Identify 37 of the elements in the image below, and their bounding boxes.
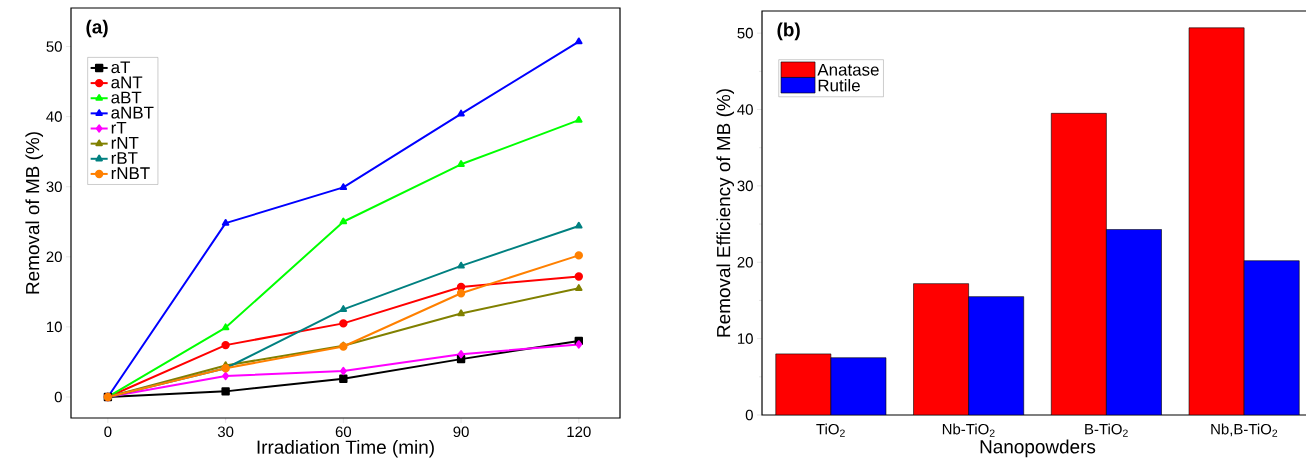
y-axis-title: Removal Efficiency of MB (%) xyxy=(716,89,735,337)
x-tick-label: 90 xyxy=(453,426,469,438)
y-tick-label: 30 xyxy=(737,180,753,192)
legend-label: rT xyxy=(111,121,127,134)
text: (b) xyxy=(777,22,800,41)
legend-label: aT xyxy=(111,61,131,74)
y-tick-label: 0 xyxy=(54,391,62,403)
legend-label: rNBT xyxy=(111,167,150,180)
x-tick-label: Nb,B-TiO$_{2}$ xyxy=(1211,423,1278,437)
legend-label: aNBT xyxy=(111,106,154,119)
legend-label: aBT xyxy=(111,91,142,104)
y-tick-label: 50 xyxy=(46,41,62,52)
y-tick-label: 40 xyxy=(46,111,62,122)
x-tick-label: B-TiO$_{2}$ xyxy=(1085,423,1128,437)
y-axis-title: Removal of MB (%) xyxy=(25,132,44,294)
legend-label: aNT xyxy=(111,76,143,89)
y-tick-label: 10 xyxy=(738,333,753,344)
y-tick-label: 10 xyxy=(47,321,62,333)
x-tick-label: Nb-TiO$_{2}$ xyxy=(942,423,995,437)
x-axis-title: Nanopowders xyxy=(980,439,1096,458)
y-tick-label: 20 xyxy=(46,251,62,263)
legend-label: rBT xyxy=(111,152,138,164)
x-tick-label: 0 xyxy=(104,426,112,438)
x-tick-label: TiO$_{2}$ xyxy=(816,423,845,437)
y-tick-label: 40 xyxy=(737,104,753,115)
y-tick-label: 30 xyxy=(46,181,62,192)
x-axis-title: Irradiation Time (min) xyxy=(257,439,434,458)
legend-label: Anatase xyxy=(817,63,879,76)
y-tick-label: 0 xyxy=(745,409,753,421)
x-tick-label: 30 xyxy=(217,426,234,438)
legend-label: Rutile xyxy=(818,79,860,92)
y-tick-label: 50 xyxy=(737,27,753,39)
text: (a) xyxy=(86,19,108,38)
y-tick-label: 20 xyxy=(737,256,753,268)
x-tick-label: 60 xyxy=(335,426,352,438)
x-tick-label: 120 xyxy=(567,426,591,438)
legend-label: rNT xyxy=(111,137,139,149)
